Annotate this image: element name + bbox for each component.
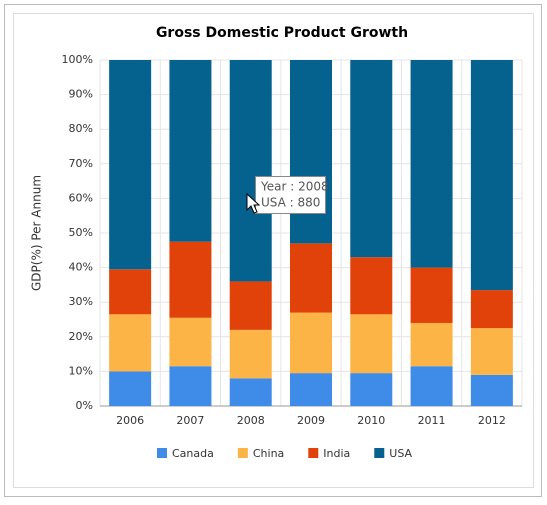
bar-segment <box>109 60 152 270</box>
bar-segment <box>169 60 212 242</box>
x-tick-label: 2009 <box>297 414 325 427</box>
x-tick-label: 2012 <box>478 414 506 427</box>
legend-label: India <box>323 447 350 460</box>
bar-segment <box>229 60 272 282</box>
x-tick-label: 2011 <box>418 414 446 427</box>
legend-label: China <box>253 447 284 460</box>
tooltip-box <box>255 176 326 214</box>
y-tick-label: 100% <box>62 53 93 66</box>
bar-segment <box>350 314 393 374</box>
bar-segment <box>410 366 453 406</box>
y-tick-label: 30% <box>69 295 93 308</box>
cursor <box>246 192 261 214</box>
y-tick-label: 70% <box>69 157 93 170</box>
x-tick-label: 2007 <box>176 414 204 427</box>
y-tick-label: 90% <box>69 88 93 101</box>
bar-segment <box>229 281 272 330</box>
bar-segment <box>470 374 513 406</box>
bar-segment <box>410 267 453 323</box>
legend-swatch <box>308 448 319 458</box>
y-tick-label: 0% <box>76 399 93 412</box>
legend-swatch <box>157 448 167 458</box>
legend-swatch <box>374 448 385 458</box>
bar-segment <box>470 328 513 375</box>
tooltip-text: Year : 2008 <box>260 180 329 194</box>
bar-segment <box>470 290 513 329</box>
x-tick-label: 2010 <box>357 414 385 427</box>
bar-segment <box>109 314 152 372</box>
bar-segment <box>290 243 332 313</box>
y-tick-label: 60% <box>69 191 93 204</box>
bar-segment <box>290 373 332 406</box>
bar-segment <box>470 60 513 291</box>
bar-segment <box>410 60 453 268</box>
bar-segment <box>350 373 393 406</box>
bar-segment <box>350 60 393 258</box>
legend-swatch <box>237 448 248 458</box>
bar-segment <box>169 241 212 318</box>
y-tick-label: 20% <box>69 330 93 343</box>
bar-segment <box>410 322 453 367</box>
x-tick-label: 2008 <box>237 414 265 427</box>
tooltip: Year : 2008 USA : 880 <box>246 176 329 214</box>
inner-border <box>13 13 534 488</box>
y-tick-label: 40% <box>69 261 93 274</box>
legend-label: USA <box>389 447 412 460</box>
bar-segment <box>290 312 332 374</box>
y-tick-label: 50% <box>69 226 93 239</box>
bar-segment <box>350 257 393 315</box>
bar-segment <box>169 366 212 406</box>
bar-segment <box>229 329 272 379</box>
bar-segment <box>229 378 272 406</box>
bar-segment <box>109 269 152 315</box>
y-axis-label: GDP(%) Per Annum <box>30 175 44 291</box>
outer-border <box>4 4 542 497</box>
bar-segment <box>169 317 212 367</box>
legend-label: Canada <box>172 447 214 460</box>
y-tick-label: 10% <box>69 364 93 377</box>
x-tick-label: 2006 <box>116 414 144 427</box>
y-tick-label: 80% <box>69 122 93 135</box>
bar-segment <box>290 60 332 244</box>
tooltip-text: USA : 880 <box>261 196 320 210</box>
chart-title: Gross Domestic Product Growth <box>156 25 408 41</box>
bar-segment <box>109 371 152 406</box>
